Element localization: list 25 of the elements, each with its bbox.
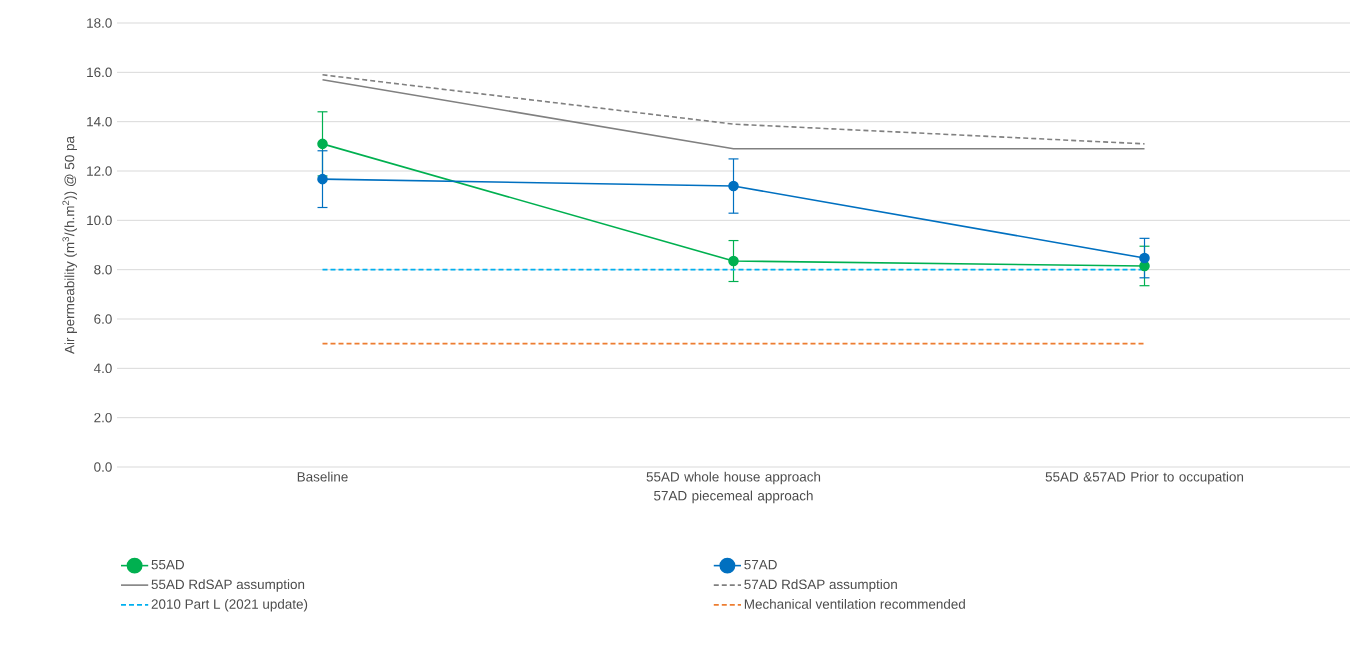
y-tick-label: 6.0 <box>94 314 112 324</box>
y-tick-label: 8.0 <box>94 264 112 275</box>
y-tick-label: 16.0 <box>87 67 112 78</box>
legend-label: Mechanical ventilation recommended <box>744 598 965 609</box>
legend-label: 2010 Part L (2021 update) <box>151 598 308 612</box>
legend-label: 55AD <box>151 559 184 570</box>
legend-label: 57AD RdSAP assumption <box>744 579 897 592</box>
y-tick-label: 18.0 <box>87 18 112 28</box>
point <box>1139 252 1150 264</box>
y-tick-label: 12.0 <box>87 166 112 176</box>
x-tick-label: 55AD &57AD Prior to occupation <box>1045 471 1244 485</box>
point <box>317 173 328 185</box>
x-tick-label: Baseline <box>297 471 348 482</box>
y-axis-title: Air permeability (m$^{3}$/(h.m$^{2}$)) @ 50 pa <box>62 136 77 354</box>
legend-label: 55AD RdSAP assumption <box>151 579 305 592</box>
y-tick-label: 0.0 <box>94 462 112 472</box>
legend-label: 57AD <box>744 559 777 570</box>
point <box>728 180 739 192</box>
point <box>728 255 739 267</box>
y-tick-label: 10.0 <box>87 215 112 226</box>
y-tick-label: 14.0 <box>87 116 112 127</box>
y-tick-label: 4.0 <box>93 363 112 374</box>
x-tick-label: 55AD whole house approach 57AD piecemeal approach <box>646 471 821 504</box>
point <box>317 138 328 150</box>
y-tick-label: 2.0 <box>94 412 112 423</box>
